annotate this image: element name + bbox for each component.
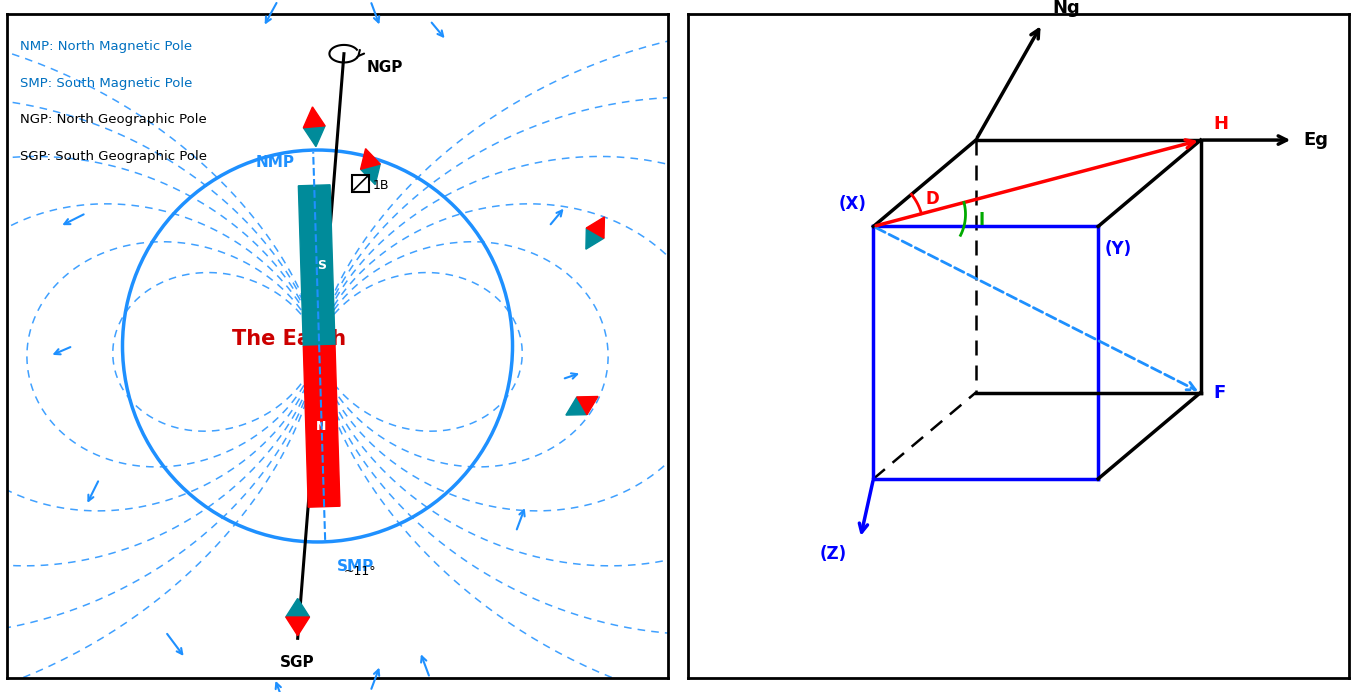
Text: N: N	[316, 420, 326, 433]
Text: ~11°: ~11°	[343, 565, 376, 579]
Polygon shape	[298, 185, 335, 347]
Polygon shape	[304, 126, 324, 147]
Polygon shape	[304, 107, 324, 128]
Text: The Earth: The Earth	[232, 329, 346, 349]
Text: (Z): (Z)	[819, 545, 846, 563]
Text: Eg: Eg	[1303, 131, 1328, 149]
Text: 1B: 1B	[372, 179, 388, 192]
Text: SGP: South Geographic Pole: SGP: South Geographic Pole	[20, 150, 207, 163]
Text: (X): (X)	[838, 195, 867, 213]
Polygon shape	[361, 149, 380, 170]
Text: I: I	[979, 211, 984, 229]
Text: S: S	[316, 259, 326, 272]
Text: NMP: NMP	[255, 155, 294, 170]
Text: SMP: SMP	[338, 559, 375, 574]
Polygon shape	[286, 617, 309, 636]
Text: NGP: North Geographic Pole: NGP: North Geographic Pole	[20, 113, 207, 127]
Polygon shape	[586, 228, 604, 249]
Text: Ng: Ng	[1052, 0, 1079, 17]
Polygon shape	[586, 217, 604, 238]
Text: SMP: South Magnetic Pole: SMP: South Magnetic Pole	[20, 77, 192, 90]
Text: (Y): (Y)	[1105, 239, 1131, 257]
Polygon shape	[566, 397, 587, 415]
Polygon shape	[304, 345, 339, 507]
Bar	[352, 174, 369, 192]
Text: F: F	[1214, 383, 1227, 401]
Polygon shape	[361, 164, 380, 185]
Polygon shape	[577, 397, 598, 415]
Polygon shape	[286, 599, 309, 617]
Text: SGP: SGP	[281, 655, 315, 670]
Text: NGP: NGP	[367, 60, 403, 75]
Text: NMP: North Magnetic Pole: NMP: North Magnetic Pole	[20, 40, 192, 53]
Text: D: D	[925, 190, 939, 208]
Text: H: H	[1214, 116, 1229, 134]
